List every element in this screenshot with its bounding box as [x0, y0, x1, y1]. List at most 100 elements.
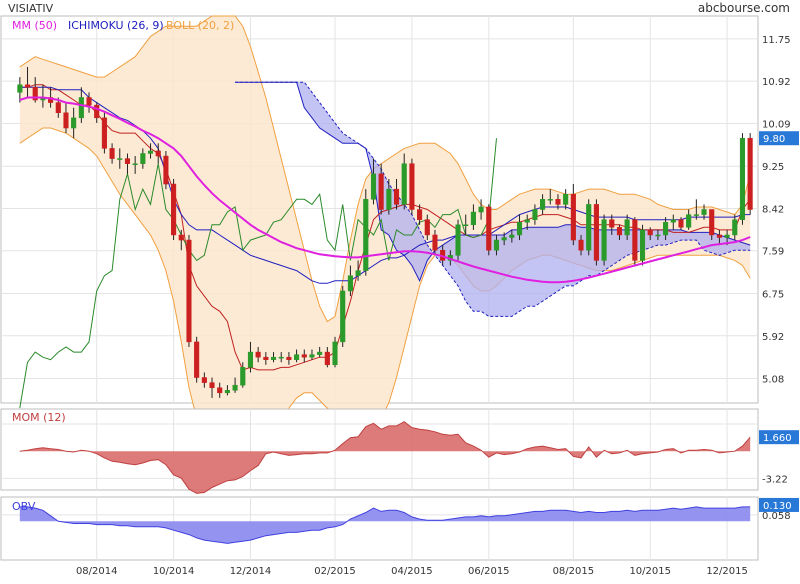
- candle-body: [294, 354, 300, 360]
- candle-body: [593, 204, 599, 261]
- candle-body: [194, 341, 200, 378]
- x-tick-6: 08/2015: [553, 566, 595, 577]
- x-tick-0: 08/2014: [76, 566, 118, 577]
- main-legend-0: MM (50): [12, 19, 57, 32]
- ichimoku-cloud-fill: [235, 82, 751, 317]
- candle-body: [493, 239, 500, 251]
- obv-line: [19, 506, 751, 544]
- momentum-y-tick-1: -3.22: [762, 474, 788, 485]
- candle-body: [124, 158, 131, 164]
- candle-body: [540, 199, 546, 210]
- x-tick-2: 12/2014: [230, 566, 272, 577]
- main-last-value-box: [759, 131, 799, 146]
- candle-body: [532, 209, 538, 220]
- candle-body: [524, 219, 530, 223]
- candle-body: [94, 104, 100, 119]
- candle-body: [247, 351, 254, 368]
- candle-body: [347, 275, 353, 292]
- candle-body: [209, 382, 215, 388]
- momentum-panel: -3.22 MOM (12) 1.660: [0, 408, 799, 494]
- candle-body: [324, 351, 330, 366]
- candle-body: [709, 209, 715, 236]
- main-y-tick-2: 10.09: [762, 119, 791, 130]
- candle-body: [409, 163, 415, 210]
- x-tick-5: 06/2015: [468, 566, 510, 577]
- momentum-last-value-box: [759, 430, 799, 445]
- candle-body: [747, 137, 753, 210]
- candle-body: [578, 239, 584, 251]
- candle-body: [255, 351, 261, 358]
- candle-body: [132, 163, 138, 165]
- ichimoku-chikou-line: [19, 138, 497, 409]
- ichimoku-span-b-line: [235, 81, 751, 317]
- obv-legend: OBV: [12, 500, 36, 513]
- candle-body: [386, 188, 392, 210]
- candle-body: [178, 234, 184, 241]
- candle-body: [724, 234, 730, 238]
- candle-body: [693, 214, 699, 216]
- main-y-tick-4: 8.42: [762, 204, 784, 215]
- candle-body: [563, 193, 569, 205]
- main-y-tick-8: 5.08: [762, 375, 784, 386]
- candle-body: [686, 214, 692, 228]
- main-legend-1: ICHIMOKU (26, 9): [68, 19, 164, 32]
- candle-body: [140, 153, 146, 164]
- candle-body: [478, 206, 484, 213]
- candle-body: [101, 117, 107, 149]
- candle-body: [78, 97, 84, 119]
- momentum-area: [19, 421, 751, 494]
- candle-body: [486, 206, 492, 251]
- ticker-label: VISIATIV: [8, 2, 54, 15]
- candle-body: [586, 204, 592, 251]
- candle-body: [240, 367, 246, 386]
- candle-body: [647, 229, 653, 236]
- candle-body: [701, 209, 707, 215]
- candle-body: [655, 234, 661, 237]
- candle-body: [547, 199, 553, 201]
- x-tick-1: 10/2014: [153, 566, 195, 577]
- candle-body: [17, 84, 23, 93]
- momentum-line: [19, 421, 751, 494]
- candle-body: [663, 221, 669, 236]
- candle-body: [232, 384, 238, 391]
- candle-body: [147, 150, 154, 154]
- candle-body: [639, 229, 646, 261]
- candle-body: [109, 148, 115, 159]
- x-tick-4: 04/2015: [391, 566, 433, 577]
- main-y-tick-1: 10.92: [762, 77, 791, 88]
- momentum-legend: MOM (12): [12, 411, 66, 424]
- candle-body: [317, 351, 323, 355]
- candle-body: [732, 219, 738, 236]
- moving-average-50-line: [19, 96, 751, 284]
- obv-last-value: 0.130: [763, 501, 792, 512]
- candle-body: [716, 234, 722, 238]
- candle-body: [55, 102, 61, 113]
- main-y-tick-3: 9.25: [762, 162, 784, 173]
- candle-body: [401, 163, 407, 205]
- candle-body: [570, 193, 576, 241]
- main-legend-2: BOLL (20, 2): [166, 19, 234, 32]
- candle-body: [601, 219, 607, 261]
- candle-body: [355, 270, 361, 276]
- candle-body: [432, 234, 438, 251]
- candle-body: [739, 137, 746, 220]
- candle-body: [363, 199, 369, 271]
- candle-body: [609, 219, 615, 228]
- main-last-value: 9.80: [763, 134, 785, 145]
- main-y-tick-5: 7.59: [762, 247, 784, 258]
- obv-y-tick-0: 0.058: [762, 511, 791, 522]
- candle-body: [624, 219, 630, 236]
- candle-body: [424, 219, 430, 236]
- x-tick-7: 10/2015: [629, 566, 671, 577]
- obv-area: [19, 506, 751, 544]
- candle-body: [417, 209, 423, 220]
- candle-body: [286, 356, 292, 360]
- candle-body: [71, 117, 77, 129]
- main-y-tick-0: 11.75: [762, 35, 791, 46]
- candle-body: [32, 87, 38, 101]
- candle-body: [163, 155, 169, 185]
- candle-body: [332, 341, 338, 366]
- bollinger-upper-line: [19, 15, 751, 323]
- candle-body: [370, 173, 377, 200]
